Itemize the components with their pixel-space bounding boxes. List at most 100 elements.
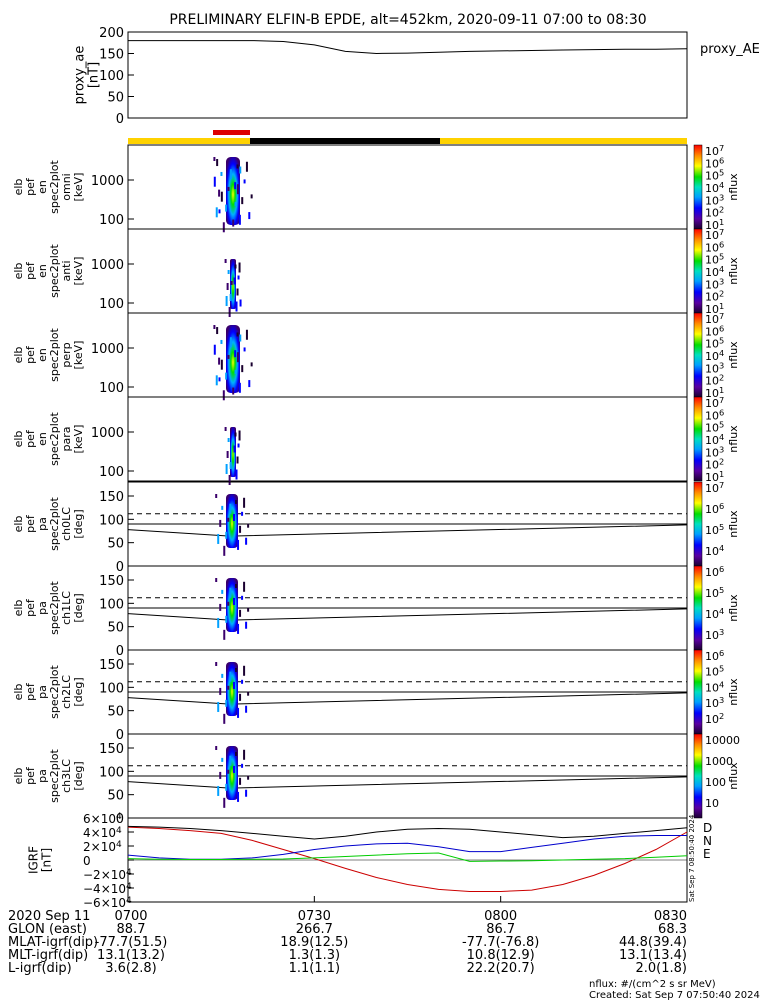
ephem-value: 3.6(2.8) xyxy=(105,961,157,976)
ae-legend: proxy_AE xyxy=(700,42,760,57)
colorbar-gradient xyxy=(693,565,703,651)
spectrogram-speckle xyxy=(241,595,244,600)
spectrogram-speckle xyxy=(238,262,241,273)
colorbar-gradient xyxy=(693,228,703,314)
spectrogram-speckle xyxy=(234,201,237,206)
loss-cone-line xyxy=(127,524,688,537)
spectrogram-speckle xyxy=(218,357,221,365)
spectrogram-speckle xyxy=(227,685,230,690)
spectrogram-speckle xyxy=(223,545,226,556)
spectrogram-speckle xyxy=(234,369,237,374)
colorbar-tick-label: 105 xyxy=(705,336,724,351)
ephem-value: 18.9(12.5) xyxy=(280,935,348,950)
spectrogram-speckle xyxy=(241,763,244,768)
colorbar-label: nflux xyxy=(727,510,740,538)
ylabel-line: omni xyxy=(60,173,73,200)
spectrogram-speckle xyxy=(232,387,235,395)
spectrogram-speckle xyxy=(250,194,253,199)
colorbar-tick-label: 104 xyxy=(705,432,724,447)
spectrogram-speckle xyxy=(218,209,221,214)
colorbar-tick-label: 106 xyxy=(705,407,724,422)
energy-frame xyxy=(127,312,688,398)
spectrogram-speckle xyxy=(217,785,220,796)
spectrogram-speckle xyxy=(224,259,227,263)
spectrogram-speckle xyxy=(238,382,241,393)
spectrogram-speckle xyxy=(237,791,240,802)
spectrogram-speckle xyxy=(225,204,228,212)
energy-ytick-label: 100 xyxy=(99,213,124,228)
spectrogram-speckle xyxy=(247,523,250,528)
colorbar-tick-label: 106 xyxy=(705,501,724,516)
energy-ytick-label: 1000 xyxy=(91,342,124,357)
ylabel-line: spec2plot xyxy=(48,749,61,803)
ephem-time: 0730 xyxy=(298,909,331,924)
ylabel-line: ch2LC xyxy=(60,675,73,709)
igrf-ytick-label: 4×104 xyxy=(83,826,122,840)
pa-ytick-label: 150 xyxy=(99,574,124,589)
colorbar-gradient xyxy=(693,733,703,819)
colorbar-label: nflux xyxy=(727,173,740,201)
spectrogram-speckle xyxy=(228,307,231,317)
ephem-value: 1.1(1.1) xyxy=(289,961,341,976)
spectrogram-speckle xyxy=(236,288,239,296)
ylabel-line: en xyxy=(36,432,49,446)
spectrogram-speckle xyxy=(220,359,223,370)
spectrogram-speckle xyxy=(229,294,232,301)
energy-ytick-label: 1000 xyxy=(91,426,124,441)
colorbar-tick-label: 10 xyxy=(705,797,719,810)
ae-ylabel: proxy_ae [nT] xyxy=(73,46,102,105)
spectrogram-speckle xyxy=(213,344,216,355)
spectrogram-speckle xyxy=(239,777,242,785)
pa-ytick-label: 0 xyxy=(116,728,124,743)
spectrogram-speckle xyxy=(229,587,232,598)
ephem-time: 0830 xyxy=(654,909,687,924)
igrf-legend-e: E xyxy=(703,847,711,861)
ephem-time: 0700 xyxy=(114,909,147,924)
colorbar-tick-label: 101 xyxy=(705,385,724,400)
spectrogram-speckle xyxy=(216,327,219,335)
spectrogram-speckle xyxy=(243,347,246,352)
spectrogram-speckle xyxy=(237,539,240,550)
colorbar-label: nflux xyxy=(727,762,740,790)
spectrogram-speckle xyxy=(241,679,244,684)
colorbar-tick-label: 105 xyxy=(705,420,724,435)
spectrogram-speckle xyxy=(223,629,226,640)
ylabel-line: elb xyxy=(12,600,25,617)
ephem-value: 13.1(13.2) xyxy=(97,948,165,963)
spectrogram-speckle xyxy=(232,219,235,227)
spectrogram-speckle xyxy=(248,380,251,388)
spectrogram-speckle xyxy=(233,445,236,453)
colorbar-tick-label: 107 xyxy=(705,143,724,158)
spectrogram-speckle xyxy=(213,157,216,161)
spectrogram-speckle xyxy=(225,615,228,623)
spectrogram-speckle xyxy=(230,281,233,285)
spectrogram-speckle xyxy=(226,283,229,290)
pa-ytick-label: 50 xyxy=(107,621,124,636)
ae-frame xyxy=(127,31,688,119)
ephem-value: 88.7 xyxy=(117,922,146,937)
colorbar-tick-label: 103 xyxy=(705,360,724,375)
ylabel-line: elb xyxy=(12,263,25,280)
colorbar-tick-label: 104 xyxy=(705,180,724,195)
pa-flux-blob xyxy=(226,578,238,632)
ylabel-line: elb xyxy=(12,768,25,785)
spectrogram-speckle xyxy=(245,537,248,545)
plot-title: PRELIMINARY ELFIN-B EPDE, alt=452km, 202… xyxy=(169,12,646,28)
ylabel-line: spec2plot xyxy=(48,665,61,719)
spectrogram-speckle xyxy=(235,469,238,480)
colorbar-gradient xyxy=(693,396,703,482)
spectrogram-speckle xyxy=(219,519,222,527)
ephem-value: 1.3(1.3) xyxy=(289,948,341,963)
ylabel-line: pa xyxy=(36,517,49,531)
spectrogram-speckle xyxy=(243,749,246,760)
colorbar-tick-label: 106 xyxy=(705,155,724,170)
colorbar-gradient xyxy=(693,312,703,398)
